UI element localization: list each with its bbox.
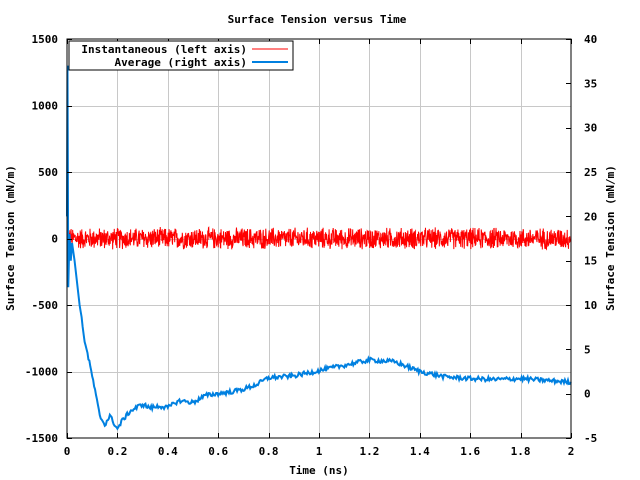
series-instantaneous — [66, 226, 572, 251]
x-tick-label: 1.6 — [460, 445, 480, 458]
legend-label-average: Average (right axis) — [115, 56, 247, 69]
x-tick-label: 0.4 — [158, 445, 178, 458]
y-left-tick-label: 0 — [51, 233, 58, 246]
x-tick-label: 0.2 — [107, 445, 127, 458]
y-left-tick-label: 1500 — [32, 33, 59, 46]
y-left-tick-label: -1500 — [25, 432, 58, 445]
y-right-axis-label: Surface Tension (mN/m) — [604, 165, 617, 311]
y-left-tick-label: 1000 — [32, 100, 59, 113]
y-right-tick-label: 40 — [584, 33, 597, 46]
y-right-tick-label: 15 — [584, 255, 597, 268]
x-tick-label: 1.2 — [359, 445, 379, 458]
y-right-tick-label: -5 — [584, 432, 597, 445]
legend: Instantaneous (left axis) Average (right… — [68, 40, 294, 71]
legend-label-instantaneous: Instantaneous (left axis) — [81, 43, 247, 56]
legend-box — [68, 40, 294, 71]
y-left-axis-ticks: -1500 -1000 -500 0 500 1000 1500 — [25, 33, 72, 445]
y-left-axis-label: Surface Tension (mN/m) — [4, 165, 17, 311]
y-right-tick-label: 10 — [584, 299, 597, 312]
y-left-tick-label: -500 — [32, 299, 59, 312]
x-axis-ticks: 0 0.2 0.4 0.6 0.8 1 1.2 1.4 1.6 1.8 2 — [64, 39, 575, 458]
x-tick-label: 1.4 — [410, 445, 430, 458]
series-average-line — [66, 65, 572, 431]
y-left-tick-label: 500 — [38, 166, 58, 179]
y-right-tick-label: 30 — [584, 122, 597, 135]
y-right-tick-label: 0 — [584, 388, 591, 401]
x-tick-label: 1 — [316, 445, 323, 458]
x-tick-label: 0.6 — [208, 445, 228, 458]
y-right-tick-label: 5 — [584, 343, 591, 356]
y-right-tick-label: 20 — [584, 210, 597, 223]
y-left-tick-label: -1000 — [25, 366, 58, 379]
y-right-axis-ticks: -5 0 5 10 15 20 25 30 35 40 — [566, 33, 597, 445]
y-right-tick-label: 35 — [584, 77, 597, 90]
x-tick-label: 0 — [64, 445, 71, 458]
series-instantaneous-line — [66, 226, 572, 251]
y-right-tick-label: 25 — [584, 166, 597, 179]
x-axis-label: Time (ns) — [289, 464, 349, 477]
x-tick-label: 2 — [568, 445, 575, 458]
chart-title: Surface Tension versus Time — [228, 13, 407, 26]
x-tick-label: 0.8 — [259, 445, 279, 458]
series-average — [66, 65, 572, 431]
x-tick-label: 1.8 — [511, 445, 531, 458]
